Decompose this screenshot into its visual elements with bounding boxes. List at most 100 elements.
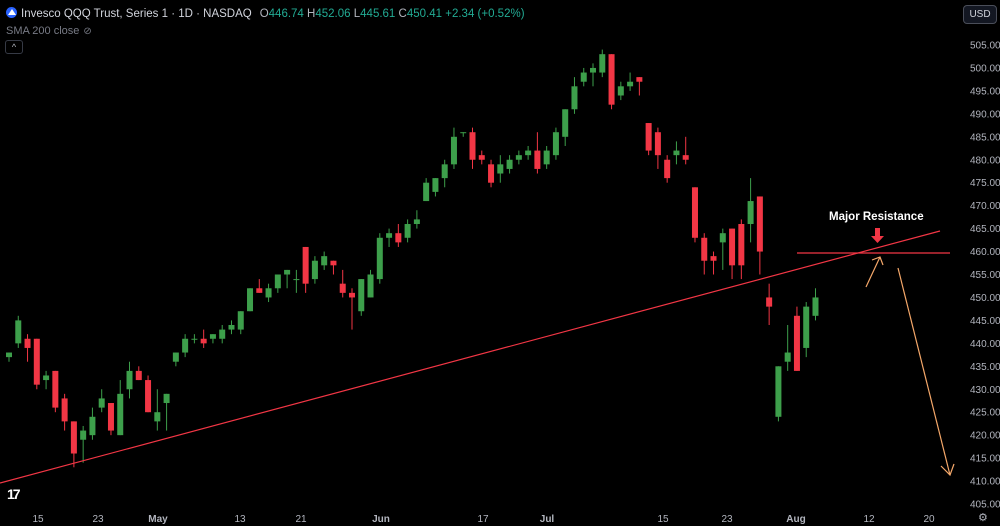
- candle[interactable]: [590, 63, 597, 87]
- candle[interactable]: [525, 145, 532, 160]
- candle[interactable]: [386, 228, 393, 247]
- candle[interactable]: [441, 159, 448, 188]
- major-resistance-label[interactable]: Major Resistance: [829, 211, 924, 223]
- candle[interactable]: [302, 246, 309, 293]
- candle[interactable]: [747, 178, 754, 243]
- collapse-legend-button[interactable]: ^: [5, 40, 23, 54]
- candle[interactable]: [70, 421, 77, 468]
- candle[interactable]: [256, 279, 263, 293]
- candle[interactable]: [43, 370, 50, 390]
- candle[interactable]: [562, 109, 569, 146]
- price-axis[interactable]: 405.00 410.00 415.00 420.00 425.00 430.00 435.…: [970, 41, 1000, 511]
- candle[interactable]: [710, 251, 717, 275]
- candle[interactable]: [52, 370, 59, 413]
- candle[interactable]: [664, 155, 671, 183]
- candle[interactable]: [321, 251, 328, 270]
- candle[interactable]: [784, 324, 791, 371]
- candle[interactable]: [228, 320, 235, 335]
- candle[interactable]: [766, 283, 773, 325]
- time-axis[interactable]: 15 23 May 13 21 Jun 17 Jul 15 23 Aug 12 20: [32, 514, 935, 525]
- candle[interactable]: [793, 306, 800, 371]
- candle[interactable]: [812, 288, 819, 321]
- candle[interactable]: [803, 302, 810, 358]
- candle[interactable]: [89, 407, 96, 440]
- candle[interactable]: [645, 123, 652, 156]
- indicator-legend[interactable]: SMA 200 close ⊘: [6, 25, 92, 37]
- candle[interactable]: [145, 375, 152, 413]
- candle[interactable]: [209, 334, 216, 344]
- candle[interactable]: [237, 311, 244, 335]
- candle[interactable]: [126, 361, 133, 399]
- candle[interactable]: [654, 127, 661, 169]
- candle[interactable]: [460, 132, 467, 137]
- candle[interactable]: [627, 72, 634, 91]
- candle[interactable]: [330, 260, 337, 275]
- candle[interactable]: [265, 283, 272, 303]
- candle[interactable]: [729, 228, 736, 280]
- candle[interactable]: [117, 380, 124, 436]
- candle[interactable]: [24, 334, 31, 362]
- candle[interactable]: [367, 269, 374, 298]
- candle[interactable]: [135, 366, 142, 381]
- tradingview-logo-icon[interactable]: 17: [7, 486, 21, 502]
- candle[interactable]: [376, 233, 383, 284]
- candle[interactable]: [719, 228, 726, 270]
- candle[interactable]: [274, 274, 281, 293]
- candle[interactable]: [107, 403, 114, 436]
- candle[interactable]: [682, 136, 689, 165]
- candle[interactable]: [497, 155, 504, 183]
- candle[interactable]: [404, 219, 411, 243]
- candle[interactable]: [738, 219, 745, 280]
- candle[interactable]: [98, 389, 105, 413]
- candle[interactable]: [423, 178, 430, 202]
- candle[interactable]: [80, 425, 87, 463]
- candle[interactable]: [450, 127, 457, 169]
- gear-icon[interactable]: ⚙: [978, 512, 988, 524]
- candle[interactable]: [293, 269, 300, 293]
- candle[interactable]: [469, 127, 476, 169]
- candle[interactable]: [775, 366, 782, 422]
- candle[interactable]: [515, 150, 522, 165]
- eye-hidden-icon[interactable]: ⊘: [83, 26, 92, 37]
- candle[interactable]: [284, 269, 291, 289]
- candle[interactable]: [636, 77, 643, 96]
- candle[interactable]: [61, 393, 68, 431]
- candle[interactable]: [413, 210, 420, 229]
- candle[interactable]: [488, 159, 495, 188]
- candle[interactable]: [571, 77, 578, 114]
- candle[interactable]: [191, 334, 198, 344]
- candle[interactable]: [478, 150, 485, 165]
- candle[interactable]: [432, 178, 439, 197]
- candle[interactable]: [219, 324, 226, 344]
- candle[interactable]: [673, 141, 680, 165]
- candle[interactable]: [691, 187, 698, 243]
- candle[interactable]: [33, 338, 40, 390]
- candle[interactable]: [154, 389, 161, 431]
- candle[interactable]: [339, 269, 346, 298]
- candle[interactable]: [543, 145, 550, 169]
- candle[interactable]: [617, 81, 624, 101]
- candle[interactable]: [599, 49, 606, 78]
- candle[interactable]: [534, 132, 541, 174]
- candle[interactable]: [756, 196, 763, 275]
- candle[interactable]: [395, 224, 402, 247]
- candle[interactable]: [358, 279, 365, 316]
- candle[interactable]: [172, 352, 179, 367]
- support-trendline[interactable]: [0, 230, 941, 484]
- candle[interactable]: [200, 329, 207, 348]
- candle[interactable]: [701, 233, 708, 275]
- candle[interactable]: [608, 54, 615, 110]
- candle[interactable]: [311, 256, 318, 284]
- candle[interactable]: [6, 352, 12, 362]
- candle[interactable]: [552, 127, 559, 160]
- candle[interactable]: [506, 155, 513, 174]
- symbol-title[interactable]: Invesco QQQ Trust, Series 1 · 1D · NASDA…: [21, 8, 252, 20]
- candle[interactable]: [182, 334, 189, 358]
- candle[interactable]: [15, 315, 22, 348]
- candle[interactable]: [163, 393, 170, 431]
- currency-button[interactable]: USD: [963, 5, 997, 24]
- candle[interactable]: [247, 288, 254, 312]
- candle[interactable]: [348, 288, 355, 330]
- candle[interactable]: [580, 67, 587, 87]
